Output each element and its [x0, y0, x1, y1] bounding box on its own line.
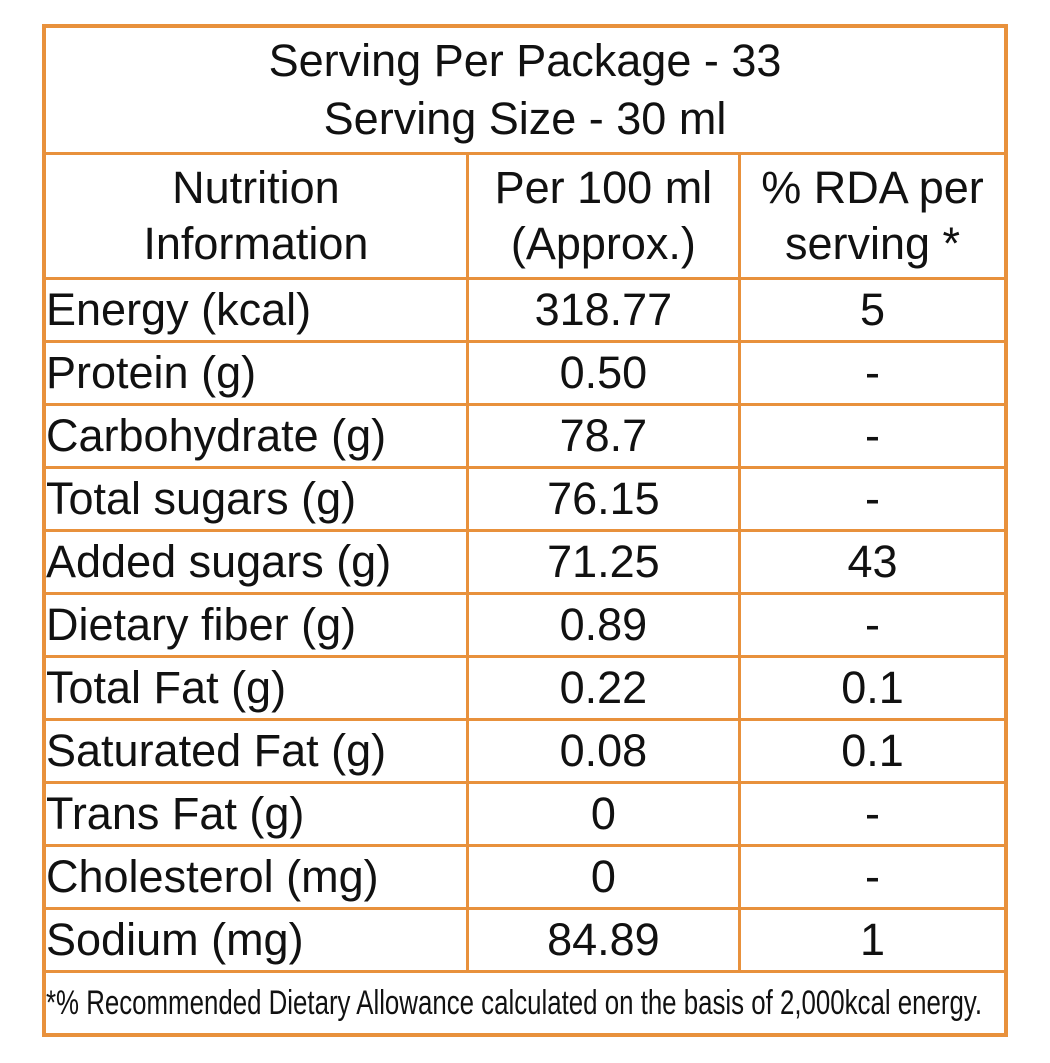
per-100ml-value: 0.08 — [465, 718, 742, 784]
column-header-row: Nutrition Information Per 100 ml (Approx… — [42, 152, 1008, 280]
rda-value: 0.1 — [738, 655, 1008, 721]
table-row: Total Fat (g) 0.22 0.1 — [42, 655, 1008, 721]
per-100ml-value: 318.77 — [465, 277, 742, 343]
per-100ml-value: 0 — [465, 844, 742, 910]
per-100ml-value: 0 — [465, 781, 742, 847]
nutrient-label: Trans Fat (g) — [42, 781, 469, 847]
per-100ml-value: 71.25 — [465, 529, 742, 595]
nutrient-label: Cholesterol (mg) — [42, 844, 469, 910]
table-row: Saturated Fat (g) 0.08 0.1 — [42, 718, 1008, 784]
rda-value: 5 — [738, 277, 1008, 343]
column-header-line: Nutrition — [172, 161, 340, 213]
rda-value: - — [738, 340, 1008, 406]
serving-info-cell: Serving Per Package - 33 Serving Size - … — [42, 24, 1008, 155]
table-row: Trans Fat (g) 0 - — [42, 781, 1008, 847]
table-row: Protein (g) 0.50 - — [42, 340, 1008, 406]
table-row: Total sugars (g) 76.15 - — [42, 466, 1008, 532]
nutrient-label: Total sugars (g) — [42, 466, 469, 532]
per-100ml-value: 76.15 — [465, 466, 742, 532]
rda-value: 1 — [738, 907, 1008, 973]
nutrient-label: Protein (g) — [42, 340, 469, 406]
rda-value: - — [738, 466, 1008, 532]
table-row: Cholesterol (mg) 0 - — [42, 844, 1008, 910]
serving-size-text: Serving Size - 30 ml — [323, 93, 727, 144]
footnote-row: *% Recommended Dietary Allowance calcula… — [42, 970, 1008, 1037]
rda-footnote-cell: *% Recommended Dietary Allowance calcula… — [42, 970, 1008, 1037]
table-row: Added sugars (g) 71.25 43 — [42, 529, 1008, 595]
nutrition-information-table: Serving Per Package - 33 Serving Size - … — [42, 24, 1008, 1037]
per-100ml-value: 84.89 — [465, 907, 742, 973]
column-header-line: Information — [143, 218, 369, 269]
column-header-line: % RDA per — [761, 161, 984, 213]
serving-per-package-text: Serving Per Package - 33 — [268, 35, 782, 87]
nutrient-label: Saturated Fat (g) — [42, 718, 469, 784]
nutrient-label: Carbohydrate (g) — [42, 403, 469, 469]
table-row: Energy (kcal) 318.77 5 — [42, 277, 1008, 343]
column-header-rda-per-serving: % RDA per serving * — [738, 152, 1008, 280]
column-header-per-100ml: Per 100 ml (Approx.) — [465, 152, 742, 280]
serving-header-row: Serving Per Package - 33 Serving Size - … — [42, 24, 1008, 155]
nutrient-label: Sodium (mg) — [42, 907, 469, 973]
table-row: Sodium (mg) 84.89 1 — [42, 907, 1008, 973]
per-100ml-value: 78.7 — [465, 403, 742, 469]
rda-value: - — [738, 781, 1008, 847]
nutrient-label: Added sugars (g) — [42, 529, 469, 595]
per-100ml-value: 0.50 — [465, 340, 742, 406]
rda-value: 0.1 — [738, 718, 1008, 784]
rda-value: - — [738, 592, 1008, 658]
column-header-line: serving * — [784, 218, 961, 269]
rda-footnote-text: *% Recommended Dietary Allowance calcula… — [46, 983, 983, 1022]
rda-value: - — [738, 403, 1008, 469]
per-100ml-value: 0.22 — [465, 655, 742, 721]
per-100ml-value: 0.89 — [465, 592, 742, 658]
column-header-line: (Approx.) — [510, 218, 696, 269]
table-row: Carbohydrate (g) 78.7 - — [42, 403, 1008, 469]
rda-value: - — [738, 844, 1008, 910]
table-row: Dietary fiber (g) 0.89 - — [42, 592, 1008, 658]
nutrient-label: Energy (kcal) — [42, 277, 469, 343]
column-header-nutrition-information: Nutrition Information — [42, 152, 469, 280]
rda-value: 43 — [738, 529, 1008, 595]
nutrient-label: Dietary fiber (g) — [42, 592, 469, 658]
nutrient-label: Total Fat (g) — [42, 655, 469, 721]
nutrition-rows: Energy (kcal) 318.77 5 Protein (g) 0.50 … — [42, 277, 1008, 973]
column-header-line: Per 100 ml — [494, 161, 713, 213]
